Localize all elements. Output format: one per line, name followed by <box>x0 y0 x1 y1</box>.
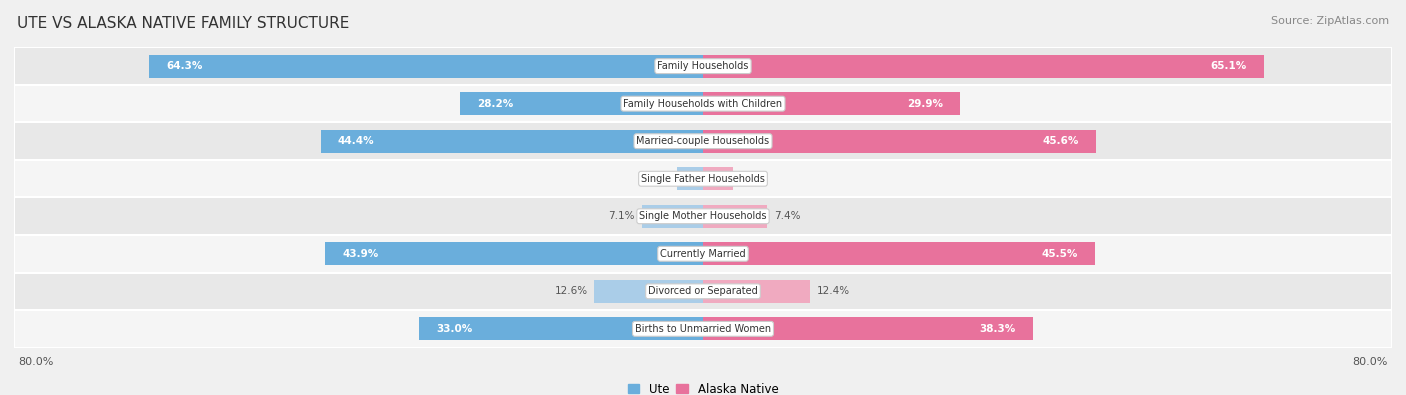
Text: 43.9%: 43.9% <box>342 249 378 259</box>
Text: 44.4%: 44.4% <box>337 136 374 146</box>
Bar <box>14 198 1392 235</box>
Bar <box>703 242 1095 265</box>
Text: Currently Married: Currently Married <box>661 249 745 259</box>
Bar <box>595 280 703 303</box>
Bar <box>321 130 703 153</box>
Text: 7.4%: 7.4% <box>773 211 800 221</box>
Bar <box>14 160 1392 198</box>
Text: Source: ZipAtlas.com: Source: ZipAtlas.com <box>1271 16 1389 26</box>
Legend: Ute, Alaska Native: Ute, Alaska Native <box>627 383 779 395</box>
Text: 64.3%: 64.3% <box>166 61 202 71</box>
Text: 45.6%: 45.6% <box>1042 136 1078 146</box>
Text: Single Father Households: Single Father Households <box>641 174 765 184</box>
Text: Family Households with Children: Family Households with Children <box>623 99 783 109</box>
Text: 3.0%: 3.0% <box>644 174 671 184</box>
Bar <box>14 122 1392 160</box>
Bar <box>14 310 1392 348</box>
Text: 45.5%: 45.5% <box>1042 249 1077 259</box>
Text: 12.4%: 12.4% <box>817 286 849 296</box>
Bar <box>703 55 1264 78</box>
Bar <box>678 167 703 190</box>
Text: UTE VS ALASKA NATIVE FAMILY STRUCTURE: UTE VS ALASKA NATIVE FAMILY STRUCTURE <box>17 16 349 31</box>
Text: 33.0%: 33.0% <box>436 324 472 334</box>
Text: 3.5%: 3.5% <box>740 174 766 184</box>
Bar <box>149 55 703 78</box>
Bar <box>703 317 1033 340</box>
Bar <box>14 47 1392 85</box>
Bar <box>14 273 1392 310</box>
Bar <box>703 167 733 190</box>
Text: 38.3%: 38.3% <box>980 324 1015 334</box>
Text: 80.0%: 80.0% <box>18 357 53 367</box>
Text: Married-couple Households: Married-couple Households <box>637 136 769 146</box>
Bar <box>14 235 1392 273</box>
Bar <box>643 205 703 228</box>
Text: 7.1%: 7.1% <box>609 211 636 221</box>
Text: Births to Unmarried Women: Births to Unmarried Women <box>636 324 770 334</box>
Text: 80.0%: 80.0% <box>1353 357 1388 367</box>
Text: 28.2%: 28.2% <box>478 99 513 109</box>
Text: Family Households: Family Households <box>658 61 748 71</box>
Text: Divorced or Separated: Divorced or Separated <box>648 286 758 296</box>
Bar <box>703 130 1095 153</box>
Bar <box>703 92 960 115</box>
Bar <box>14 85 1392 122</box>
Bar <box>460 92 703 115</box>
Text: 12.6%: 12.6% <box>554 286 588 296</box>
Text: Single Mother Households: Single Mother Households <box>640 211 766 221</box>
Text: 29.9%: 29.9% <box>907 99 943 109</box>
Bar <box>419 317 703 340</box>
Bar <box>703 280 810 303</box>
Text: 65.1%: 65.1% <box>1211 61 1246 71</box>
Bar <box>325 242 703 265</box>
Bar <box>703 205 766 228</box>
